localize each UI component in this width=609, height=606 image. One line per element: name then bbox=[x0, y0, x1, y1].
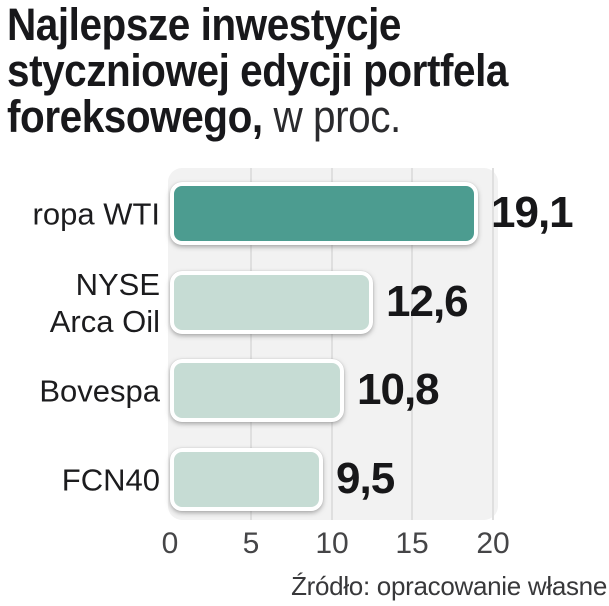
category-label-1: NYSE Arca Oil bbox=[49, 266, 160, 339]
gridline-20 bbox=[492, 168, 494, 520]
x-tick-label-20: 20 bbox=[476, 527, 510, 560]
chart-title-line-2: styczniowej edycji portfela bbox=[7, 45, 509, 96]
category-label-3: FCN40 bbox=[61, 462, 160, 497]
x-tick-label-5: 5 bbox=[242, 527, 260, 560]
category-label-0: ropa WTI bbox=[32, 196, 160, 231]
value-label-2: 10,8 bbox=[357, 364, 440, 414]
bar-2 bbox=[170, 359, 344, 422]
chart-title: Najlepsze inwestycje styczniowej edycji … bbox=[7, 2, 564, 140]
category-label-2: Bovespa bbox=[39, 373, 160, 408]
x-tick-label-15: 15 bbox=[395, 527, 429, 560]
value-label-0: 19,1 bbox=[491, 187, 574, 237]
value-label-1: 12,6 bbox=[386, 276, 469, 326]
chart-title-line-3-bold: foreksowego, bbox=[7, 91, 263, 142]
value-label-3: 9,5 bbox=[336, 453, 395, 503]
x-tick-label-10: 10 bbox=[315, 527, 349, 560]
source-note: Źródło: opracowanie własne bbox=[291, 571, 607, 601]
bar-3 bbox=[170, 448, 323, 511]
gridline-5 bbox=[250, 168, 252, 520]
bar-1 bbox=[170, 271, 373, 334]
gridline-15 bbox=[411, 168, 413, 520]
chart-title-line-3: foreksowego, w proc. bbox=[7, 94, 508, 140]
gridline-10 bbox=[331, 168, 333, 520]
chart-title-line-1: Najlepsze inwestycje bbox=[7, 0, 401, 50]
x-tick-label-0: 0 bbox=[161, 527, 179, 560]
bar-0 bbox=[170, 182, 478, 245]
chart-unit-label: w proc. bbox=[262, 91, 401, 142]
